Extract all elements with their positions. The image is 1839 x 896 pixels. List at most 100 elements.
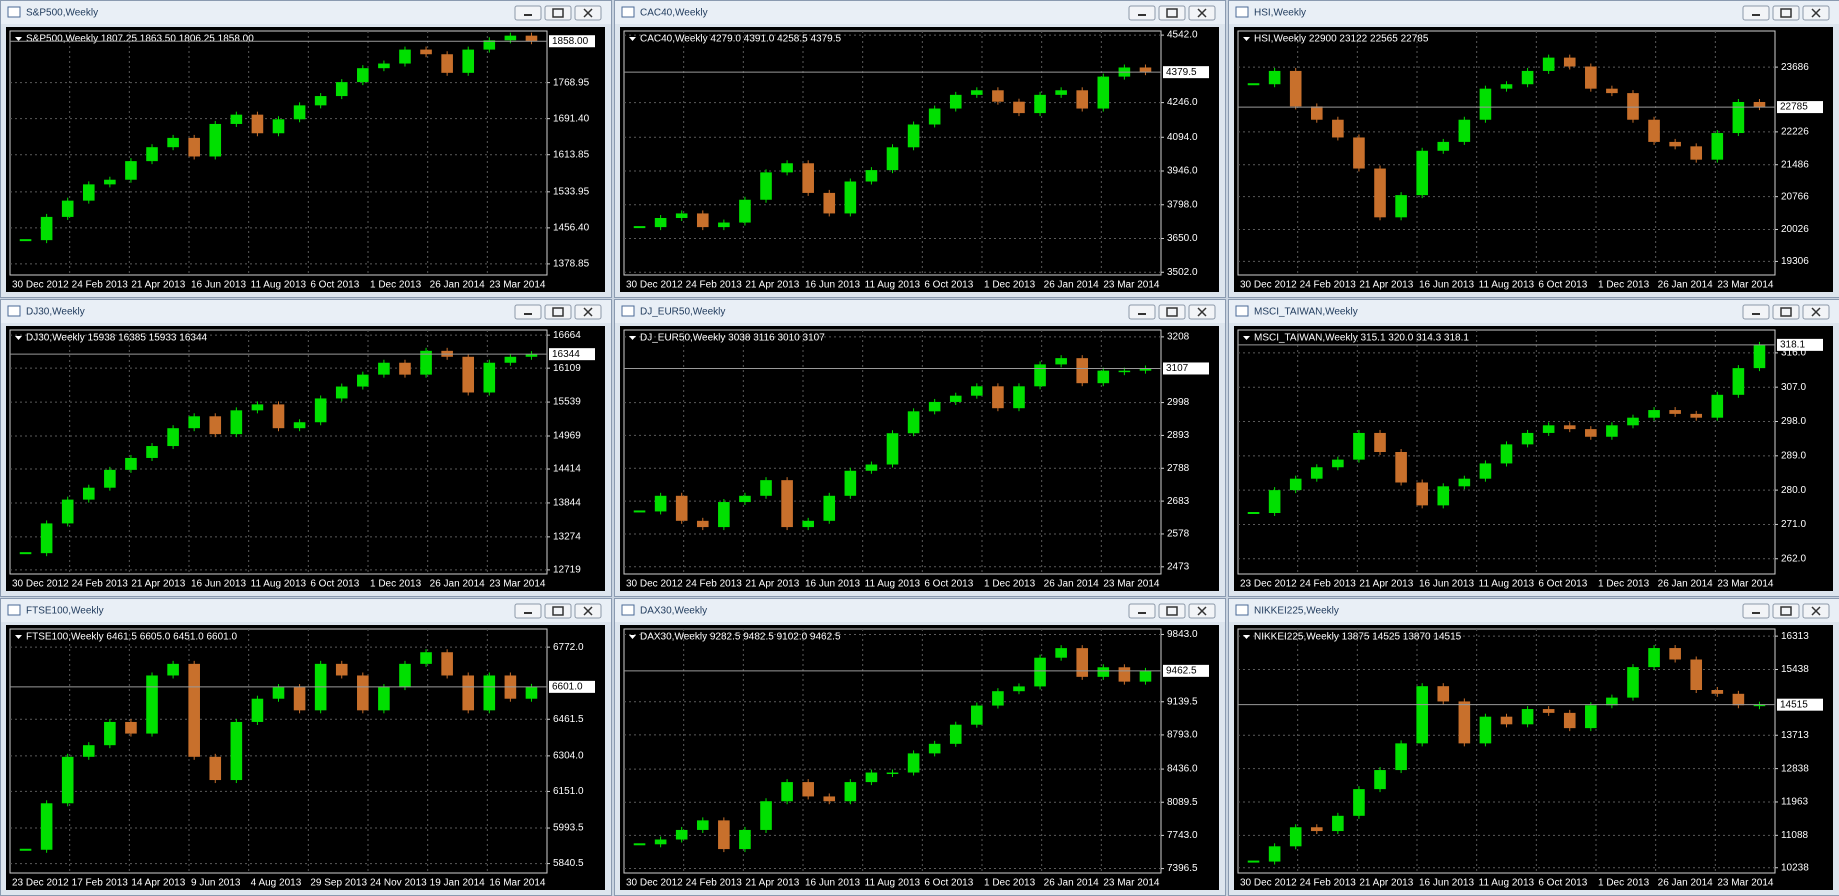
candle	[992, 386, 1004, 409]
last-price-label: 1858.00	[552, 36, 589, 47]
last-price-label: 14515	[1780, 699, 1808, 710]
minimize-button[interactable]	[1128, 304, 1156, 320]
y-tick-label: 6461.5	[553, 714, 584, 725]
y-tick-label: 9843.0	[1167, 629, 1198, 640]
y-tick-label: 10238	[1781, 862, 1809, 873]
candle	[1753, 344, 1766, 369]
candle	[823, 495, 836, 521]
minimize-button[interactable]	[1742, 5, 1770, 21]
window-title: CAC40,Weekly	[640, 8, 708, 19]
last-price-label: 318.1	[1780, 340, 1805, 351]
y-tick-label: 1613.85	[553, 149, 590, 160]
x-tick-label: 21 Apr 2013	[1359, 280, 1413, 291]
candle	[1437, 686, 1450, 702]
candle	[272, 404, 285, 429]
y-tick-label: 1691.40	[553, 113, 590, 124]
minimize-button[interactable]	[514, 603, 542, 619]
candle	[1732, 101, 1745, 134]
x-tick-label: 23 Mar 2014	[1717, 878, 1774, 889]
candle	[1500, 444, 1513, 464]
x-tick-label: 1 Dec 2013	[1598, 280, 1650, 291]
candle	[1479, 716, 1492, 744]
candle	[1118, 370, 1131, 373]
y-tick-label: 1768.95	[553, 77, 590, 88]
x-tick-label: 23 Mar 2014	[1717, 579, 1774, 590]
minimize-button[interactable]	[1742, 304, 1770, 320]
candle	[907, 124, 920, 148]
maximize-button[interactable]	[1158, 5, 1186, 21]
y-tick-label: 4246.0	[1167, 97, 1198, 108]
candle	[1606, 425, 1618, 437]
x-tick-label: 30 Dec 2012	[626, 280, 683, 291]
minimize-button[interactable]	[1128, 5, 1156, 21]
window-title: HSI,Weekly	[1254, 8, 1306, 19]
plot-border	[9, 30, 548, 276]
candle	[420, 652, 432, 664]
maximize-button[interactable]	[1772, 304, 1800, 320]
candle	[739, 829, 751, 850]
candle	[1289, 70, 1302, 107]
maximize-button[interactable]	[544, 304, 572, 320]
window-icon	[7, 6, 21, 18]
candle	[781, 782, 793, 802]
x-tick-label: 16 Jun 2013	[1419, 579, 1474, 590]
candle	[19, 239, 32, 242]
candle	[399, 663, 411, 688]
maximize-button[interactable]	[1158, 304, 1186, 320]
y-tick-label: 7743.0	[1167, 830, 1198, 841]
button-glyph	[552, 8, 564, 18]
chart-area	[620, 27, 1219, 292]
candle	[696, 213, 709, 228]
last-price-box	[549, 348, 595, 361]
candle	[1034, 657, 1046, 687]
candle	[1310, 467, 1323, 479]
candle	[167, 428, 179, 447]
window-icon	[1235, 305, 1249, 317]
x-tick-label: 1 Dec 2013	[984, 878, 1036, 889]
y-tick-label: 19306	[1781, 256, 1809, 267]
candle	[104, 179, 116, 185]
candle	[1097, 370, 1110, 384]
candle	[1310, 827, 1323, 832]
y-tick-label: 15539	[553, 397, 581, 408]
candle	[125, 721, 137, 734]
y-tick-label: 12719	[553, 565, 581, 576]
candle	[654, 495, 667, 512]
maximize-button[interactable]	[1772, 603, 1800, 619]
candle	[167, 663, 179, 676]
y-tick-label: 20026	[1781, 224, 1809, 235]
candle	[1521, 70, 1534, 85]
y-tick-label: 6304.0	[553, 751, 584, 762]
maximize-button[interactable]	[1158, 603, 1186, 619]
minimize-button[interactable]	[1742, 603, 1770, 619]
maximize-button[interactable]	[544, 603, 572, 619]
y-tick-label: 5993.5	[553, 823, 584, 834]
candle	[1139, 368, 1152, 371]
candle	[272, 119, 285, 134]
x-tick-label: 6 Oct 2013	[310, 280, 359, 291]
candle	[1458, 119, 1471, 142]
candle	[1606, 88, 1618, 94]
candle	[1332, 459, 1344, 468]
minimize-button[interactable]	[514, 304, 542, 320]
x-tick-label: 30 Dec 2012	[626, 579, 683, 590]
x-tick-label: 30 Dec 2012	[626, 878, 683, 889]
candle	[1585, 429, 1597, 437]
maximize-button[interactable]	[1772, 5, 1800, 21]
y-tick-label: 13844	[553, 498, 581, 509]
last-price-label: 6601.0	[552, 682, 583, 693]
chart-info: CAC40,Weekly 4279.0 4391.0 4258.5 4379.5	[640, 34, 842, 45]
candle	[1395, 743, 1407, 771]
minimize-button[interactable]	[1128, 603, 1156, 619]
candle	[886, 147, 899, 171]
candle	[781, 163, 793, 173]
candle	[1479, 88, 1492, 120]
minimize-button[interactable]	[514, 5, 542, 21]
candle	[230, 721, 243, 781]
candle	[739, 199, 751, 223]
last-price-box	[549, 680, 595, 693]
candle	[1437, 486, 1450, 506]
maximize-button[interactable]	[544, 5, 572, 21]
y-tick-label: 2998	[1167, 397, 1190, 408]
button-glyph	[1197, 606, 1207, 616]
